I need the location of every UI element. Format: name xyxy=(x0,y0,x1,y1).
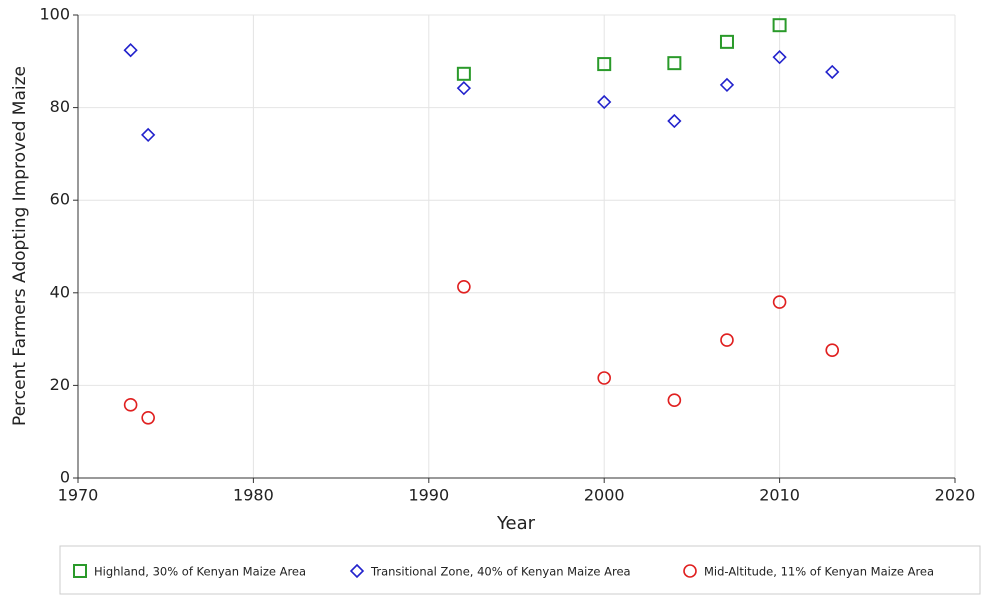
x-tick-label: 2020 xyxy=(935,486,976,505)
x-tick-label: 1970 xyxy=(58,486,99,505)
x-tick-label: 1990 xyxy=(408,486,449,505)
x-tick-label: 2010 xyxy=(759,486,800,505)
point xyxy=(772,50,787,65)
point xyxy=(667,393,682,408)
point xyxy=(597,371,612,385)
point xyxy=(141,127,156,143)
legend-marker xyxy=(73,564,87,578)
point xyxy=(597,57,612,72)
y-tick-label: 20 xyxy=(50,375,70,394)
y-tick-label: 60 xyxy=(50,190,70,209)
point xyxy=(123,398,138,412)
y-tick-label: 40 xyxy=(50,282,70,301)
legend-box xyxy=(59,545,981,595)
y-axis-label: Percent Farmers Adopting Improved Maize xyxy=(10,66,30,426)
legend-marker xyxy=(349,563,365,579)
x-tick-label: 1980 xyxy=(233,486,274,505)
y-tick-label: 80 xyxy=(50,97,70,116)
point xyxy=(597,94,612,110)
legend-label: Transitional Zone, 40% of Kenyan Maize A… xyxy=(370,565,631,579)
point xyxy=(457,279,471,294)
point xyxy=(456,81,472,96)
point xyxy=(667,56,682,71)
y-tick-label: 100 xyxy=(39,5,70,24)
point xyxy=(719,77,735,93)
point xyxy=(456,66,471,81)
legend-label: Mid-Altitude, 11% of Kenyan Maize Area xyxy=(704,565,934,579)
y-tick-label: 0 xyxy=(60,468,70,487)
point xyxy=(772,295,787,309)
x-tick-label: 2000 xyxy=(584,486,625,505)
point xyxy=(123,43,138,58)
legend-marker xyxy=(683,564,697,578)
point xyxy=(825,343,840,358)
x-axis-label: Year xyxy=(496,513,536,534)
point xyxy=(141,411,155,425)
point xyxy=(719,34,734,49)
legend-label: Highland, 30% of Kenyan Maize Area xyxy=(94,565,306,579)
point xyxy=(772,18,787,33)
point xyxy=(720,333,734,347)
point xyxy=(825,64,840,80)
point xyxy=(667,113,682,129)
